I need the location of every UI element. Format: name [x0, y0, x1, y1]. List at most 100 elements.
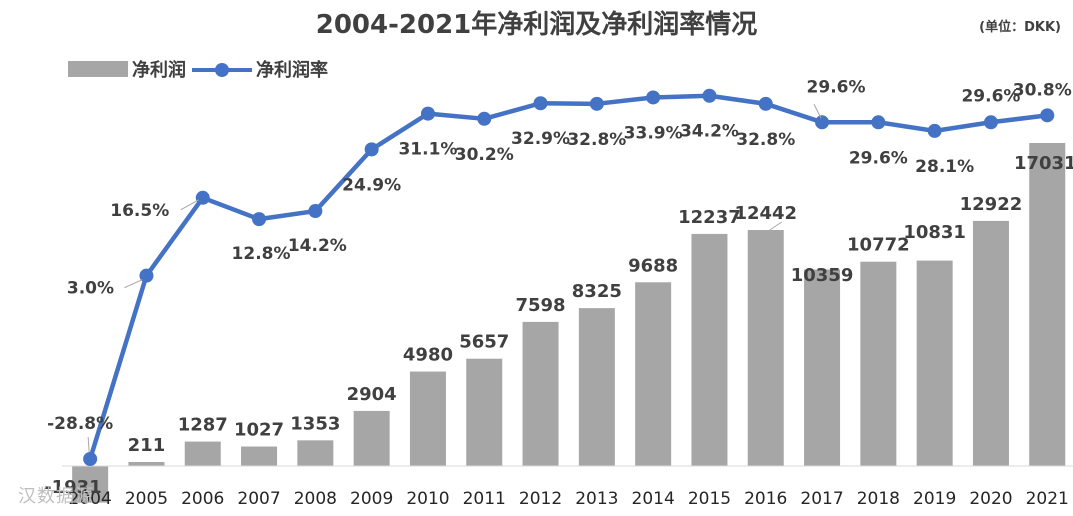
- bar-2015: [691, 233, 728, 466]
- x-tick-2014: 2014: [632, 489, 675, 509]
- bar-label-2021: 17031: [1014, 153, 1073, 174]
- line-point-2009: [364, 142, 379, 157]
- x-tick-2005: 2005: [125, 489, 168, 509]
- line-point-2012: [533, 96, 548, 111]
- line-point-2013: [589, 96, 604, 111]
- line-point-2010: [420, 106, 435, 121]
- bar-label-2009: 2904: [347, 384, 397, 405]
- leader-line-2006: [180, 199, 199, 211]
- line-point-2020: [983, 115, 998, 130]
- bar-2006: [184, 441, 221, 466]
- line-point-2006: [195, 190, 210, 205]
- line-point-2011: [477, 111, 492, 126]
- bar-2017: [804, 269, 841, 466]
- x-tick-2013: 2013: [575, 489, 618, 509]
- line-label-2008: 14.2%: [288, 236, 347, 256]
- bar-label-2014: 9688: [628, 255, 678, 276]
- x-tick-2010: 2010: [406, 489, 449, 509]
- unit-note: (单位：DKK): [979, 20, 1061, 35]
- bar-2007: [241, 446, 278, 466]
- bar-2005: [128, 461, 165, 466]
- line-point-2004: [83, 452, 98, 466]
- legend-bar-label: 净利润: [132, 60, 186, 81]
- watermark: 汉数据源: [18, 486, 94, 507]
- x-tick-2015: 2015: [688, 489, 731, 509]
- line-point-2015: [702, 88, 717, 103]
- line-point-2017: [815, 115, 830, 130]
- bar-2011: [466, 358, 503, 466]
- bar-label-2019: 10831: [903, 222, 966, 243]
- bar-label-2011: 5657: [459, 332, 509, 353]
- bar-2014: [635, 282, 672, 466]
- x-tick-2006: 2006: [181, 489, 224, 509]
- bar-label-2012: 7598: [515, 295, 565, 316]
- bar-2020: [972, 220, 1009, 466]
- bar-label-2017: 10359: [791, 265, 854, 286]
- x-tick-2018: 2018: [857, 489, 900, 509]
- legend-line-label: 净利润率: [256, 60, 328, 81]
- legend-item-line: 净利润率: [192, 56, 328, 82]
- line-label-2013: 32.8%: [567, 130, 626, 150]
- x-tick-2016: 2016: [744, 489, 787, 509]
- bar-2009: [353, 410, 390, 466]
- bar-2004: [72, 466, 109, 503]
- line-point-2016: [758, 96, 773, 111]
- line-label-2009: 24.9%: [342, 175, 401, 195]
- line-label-2012: 32.9%: [511, 129, 570, 149]
- line-label-2011: 30.2%: [455, 145, 514, 165]
- bar-label-2005: 211: [128, 435, 166, 456]
- bar-label-2016: 12442: [734, 203, 797, 224]
- chart-title: 2004-2021年净利润及净利润率情况: [315, 10, 758, 40]
- line-label-2016: 32.8%: [736, 130, 795, 150]
- bar-label-2010: 4980: [403, 345, 453, 366]
- line-label-2020: 29.6%: [961, 86, 1020, 106]
- bar-label-2018: 10772: [847, 235, 910, 256]
- x-tick-2017: 2017: [800, 489, 843, 509]
- bar-label-2020: 12922: [960, 194, 1023, 215]
- line-point-2005: [139, 268, 154, 283]
- x-tick-2009: 2009: [350, 489, 393, 509]
- bar-2012: [522, 321, 559, 466]
- x-tick-2021: 2021: [1026, 489, 1069, 509]
- legend: 净利润 净利润率: [68, 57, 334, 81]
- line-label-2007: 12.8%: [232, 244, 291, 264]
- x-tick-2004: 2004: [69, 489, 112, 509]
- x-tick-2012: 2012: [519, 489, 562, 509]
- line-label-2014: 33.9%: [624, 123, 683, 143]
- line-point-2019: [927, 123, 942, 138]
- bar-2019: [916, 260, 953, 466]
- line-label-2019: 28.1%: [915, 157, 974, 177]
- bar-label-2013: 8325: [572, 281, 622, 302]
- line-point-2008: [308, 204, 323, 219]
- bar-label-2004: -1931: [44, 477, 102, 498]
- legend-line-swatch: [192, 61, 252, 77]
- line-label-2006: 16.5%: [110, 201, 169, 221]
- x-tick-2019: 2019: [913, 489, 956, 509]
- leader-line-bar-2016: [769, 221, 783, 231]
- bar-2013: [578, 308, 615, 466]
- bar-label-2008: 1353: [290, 413, 340, 434]
- line-point-2014: [646, 90, 661, 105]
- line-net-margin: [87, 93, 1048, 460]
- leader-line-2005: [124, 279, 143, 289]
- bar-2018: [860, 261, 897, 466]
- line-point-2021: [1040, 108, 1055, 123]
- leader-line-2017: [813, 104, 822, 119]
- line-label-2018: 29.6%: [849, 148, 908, 168]
- line-point-2018: [871, 115, 886, 130]
- line-point-2007: [252, 212, 267, 227]
- x-tick-2007: 2007: [237, 489, 280, 509]
- line-label-2010: 31.1%: [398, 140, 457, 160]
- bar-label-2007: 1027: [234, 420, 284, 441]
- legend-item-bar: 净利润: [68, 56, 186, 82]
- x-tick-2008: 2008: [294, 489, 337, 509]
- x-tick-2020: 2020: [969, 489, 1012, 509]
- bar-label-2006: 1287: [178, 415, 228, 436]
- bar-2021: [1029, 143, 1066, 466]
- line-label-2017: 29.6%: [807, 77, 866, 97]
- bar-2010: [409, 371, 446, 466]
- line-label-2015: 34.2%: [680, 122, 739, 142]
- legend-bar-swatch: [68, 61, 128, 77]
- line-label-2004: -28.8%: [47, 414, 113, 434]
